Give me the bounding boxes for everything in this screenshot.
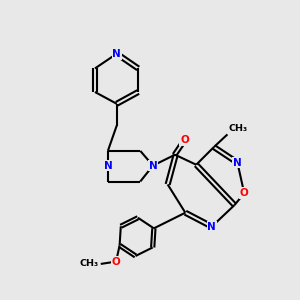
Text: N: N: [148, 160, 157, 171]
Text: CH₃: CH₃: [228, 124, 248, 133]
Text: O: O: [240, 188, 249, 198]
Text: N: N: [233, 158, 242, 168]
Text: O: O: [180, 135, 189, 145]
Text: N: N: [208, 222, 216, 232]
Text: N: N: [103, 160, 112, 171]
Text: N: N: [112, 49, 121, 59]
Text: O: O: [112, 256, 121, 267]
Text: CH₃: CH₃: [79, 260, 98, 268]
